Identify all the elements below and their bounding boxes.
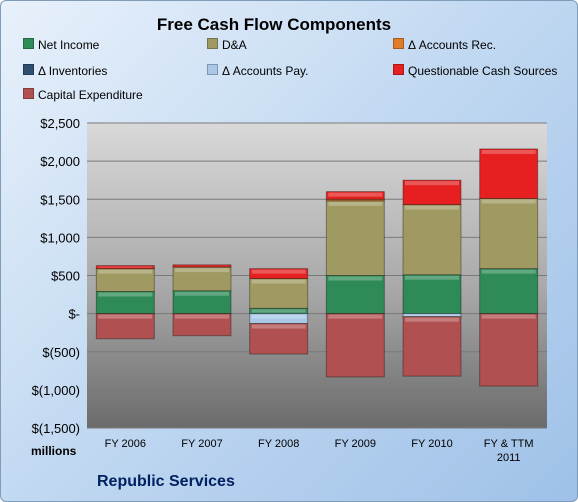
bar-segment	[172, 313, 232, 337]
x-tick-label: FY 2006	[105, 438, 146, 450]
bar-highlight	[328, 314, 383, 319]
legend-item: Net Income	[23, 38, 99, 52]
x-tick-label: FY 2007	[181, 438, 222, 450]
legend-swatch	[23, 38, 34, 49]
bar-highlight	[481, 269, 536, 274]
bar-segment	[95, 313, 155, 340]
legend-swatch	[207, 38, 218, 49]
bar-segment	[402, 179, 462, 206]
legend-item: Δ Inventories	[23, 64, 107, 78]
legend-item: Δ Accounts Pay.	[207, 64, 309, 78]
legend-swatch	[23, 88, 34, 99]
bar-highlight	[251, 324, 306, 329]
legend-label: Δ Accounts Rec.	[408, 38, 497, 52]
bar-highlight	[251, 309, 306, 313]
legend-swatch	[207, 64, 218, 75]
bar-segment	[95, 265, 155, 270]
units-label: millions	[31, 444, 77, 458]
bar-segment	[325, 275, 385, 315]
bar-segment	[479, 148, 539, 199]
bar-highlight	[405, 275, 459, 280]
bar-segment	[325, 313, 385, 378]
bar-highlight	[405, 314, 459, 316]
bar-highlight	[251, 279, 306, 284]
legend-swatch	[393, 38, 404, 49]
bar-segment	[325, 191, 385, 200]
legend-item: Capital Expenditure	[23, 88, 143, 102]
y-tick-label: $(1,500)	[32, 421, 80, 436]
bar-segment	[249, 268, 309, 280]
bar-highlight	[175, 291, 229, 296]
x-tick-label: FY 2009	[335, 438, 376, 450]
bar-segment	[479, 197, 539, 270]
y-tick-label: $1,000	[40, 230, 80, 245]
bar-highlight	[405, 181, 459, 186]
bar-highlight	[328, 192, 383, 197]
bar-segment	[402, 316, 462, 377]
legend-label: D&A	[222, 38, 247, 52]
x-tick-label: FY & TTM	[484, 438, 534, 450]
y-tick-label: $(500)	[42, 345, 80, 360]
bar-highlight	[98, 292, 153, 297]
y-tick-label: $500	[51, 269, 80, 284]
bar-highlight	[98, 266, 153, 268]
company-label: Republic Services	[97, 473, 235, 490]
bar-segment	[402, 204, 462, 276]
bar-highlight	[328, 276, 383, 281]
legend-swatch	[23, 64, 34, 75]
bar-highlight	[175, 268, 229, 273]
bar-highlight	[175, 314, 229, 319]
x-tick-label: 2011	[497, 452, 521, 464]
legend-item: Questionable Cash Sources	[393, 64, 557, 78]
y-tick-label: $2,000	[40, 154, 80, 169]
bar-highlight	[328, 201, 383, 206]
bar-highlight	[251, 314, 306, 319]
legend-label: Questionable Cash Sources	[408, 64, 558, 78]
bar-highlight	[98, 269, 153, 274]
bar-highlight	[405, 205, 459, 210]
y-tick-label: $-	[68, 307, 80, 322]
y-tick-label: $1,500	[40, 192, 80, 207]
bar-highlight	[405, 317, 459, 322]
bar-segment	[249, 278, 309, 309]
bar-highlight	[481, 314, 536, 319]
legend-item: Δ Accounts Rec.	[393, 38, 496, 52]
legend-label: Δ Inventories	[38, 64, 108, 78]
bar-highlight	[481, 199, 536, 204]
bar-segment	[402, 274, 462, 315]
bar-highlight	[481, 149, 536, 154]
chart-title: Free Cash Flow Components	[156, 15, 392, 34]
bar-segment	[249, 323, 309, 355]
bar-segment	[95, 268, 155, 293]
y-tick-label: $2,500	[40, 116, 80, 131]
bar-highlight	[251, 269, 306, 274]
bar-segment	[479, 268, 539, 315]
legend-swatch	[393, 64, 404, 75]
legend-label: Net Income	[38, 38, 100, 52]
y-tick-label: $(1,000)	[32, 383, 80, 398]
legend-item: D&A	[207, 38, 247, 52]
bar-segment	[325, 200, 385, 276]
bar-highlight	[98, 314, 153, 319]
bar-segment	[172, 264, 232, 268]
legend-label: Capital Expenditure	[38, 88, 143, 102]
x-tick-label: FY 2010	[411, 438, 452, 450]
x-tick-label: FY 2008	[258, 438, 299, 450]
legend-label: Δ Accounts Pay.	[222, 64, 309, 78]
bar-segment	[479, 313, 539, 387]
